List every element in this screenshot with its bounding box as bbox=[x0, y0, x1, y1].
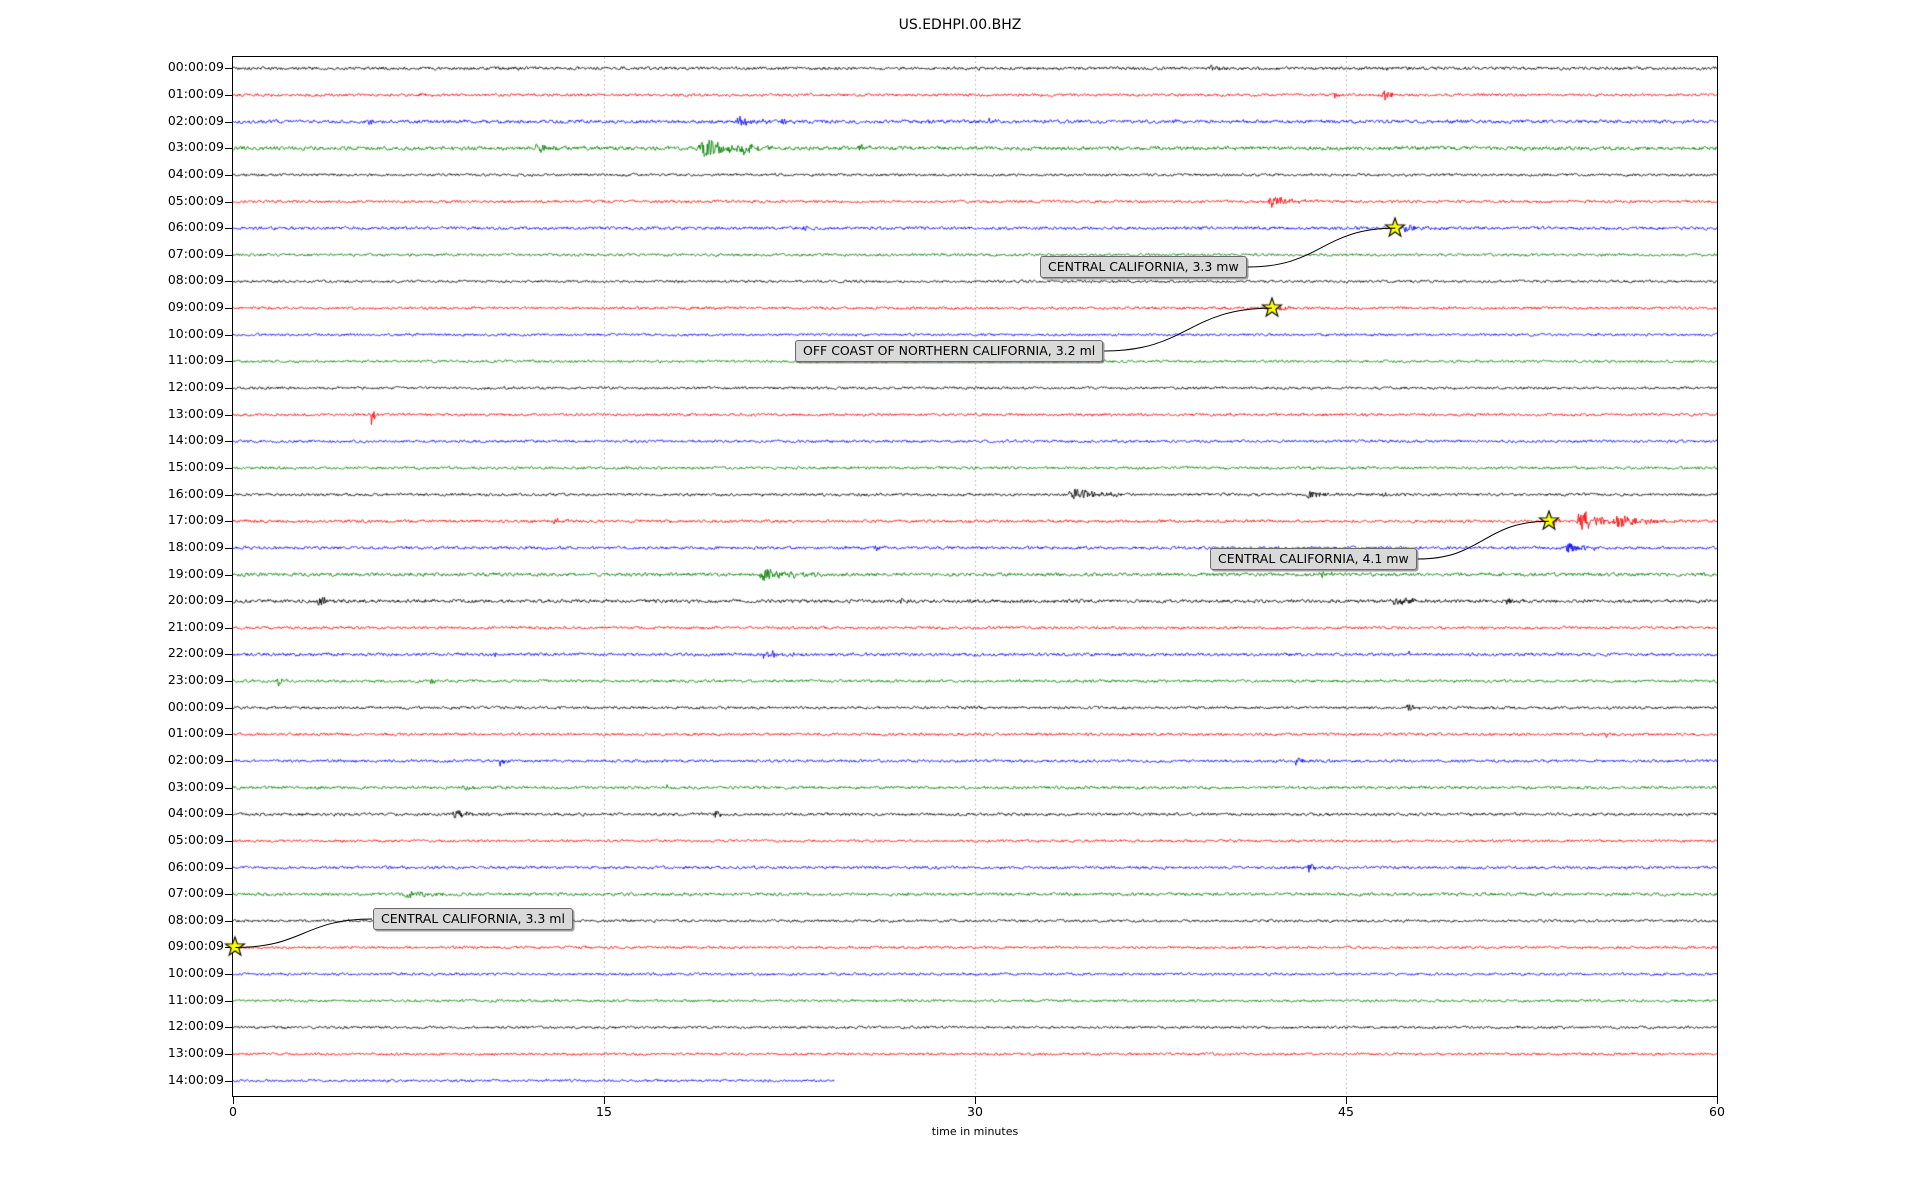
x-axis-tick-label: 0 bbox=[229, 1104, 237, 1119]
y-axis-tick-label: 05:00:09 bbox=[167, 192, 224, 208]
y-axis-tick-mark bbox=[225, 388, 233, 389]
y-axis-tick-mark bbox=[225, 308, 233, 310]
y-axis-tick-mark bbox=[225, 734, 233, 736]
y-axis-tick-label: 08:00:09 bbox=[167, 911, 224, 927]
y-axis-tick-label: 17:00:09 bbox=[167, 512, 224, 528]
y-axis-tick-label: 12:00:09 bbox=[167, 1018, 224, 1034]
y-axis-tick-label: 07:00:09 bbox=[167, 885, 224, 901]
y-axis-tick-mark bbox=[225, 867, 233, 869]
y-axis-tick-mark bbox=[225, 707, 233, 709]
x-axis-tick-mark bbox=[975, 1097, 976, 1104]
x-axis-title: time in minutes bbox=[931, 1125, 1019, 1138]
y-axis-tick-mark bbox=[225, 94, 233, 96]
y-axis-tick-label: 01:00:09 bbox=[167, 725, 224, 741]
y-axis-tick-label: 02:00:09 bbox=[167, 751, 224, 767]
y-axis-tick-mark bbox=[225, 148, 233, 150]
y-axis-tick-label: 22:00:09 bbox=[167, 645, 224, 661]
y-axis-tick-label: 08:00:09 bbox=[167, 272, 224, 288]
y-axis-tick-mark bbox=[225, 494, 233, 496]
y-axis-tick-label: 12:00:09 bbox=[167, 379, 224, 394]
y-axis-tick-label: 13:00:09 bbox=[167, 405, 224, 421]
y-axis-tick-label: 20:00:09 bbox=[167, 592, 224, 608]
y-axis-tick-label: 16:00:09 bbox=[167, 485, 224, 501]
y-axis-tick-mark bbox=[225, 601, 233, 603]
y-axis-tick-mark bbox=[225, 760, 233, 762]
y-axis-tick-label: 09:00:09 bbox=[167, 938, 224, 954]
y-axis-tick-mark bbox=[225, 574, 233, 576]
y-axis-tick-label: 00:00:09 bbox=[167, 59, 224, 75]
y-axis-tick-label: 11:00:09 bbox=[167, 352, 224, 368]
y-axis-tick-label: 07:00:09 bbox=[167, 245, 224, 261]
y-axis-tick-mark bbox=[225, 1027, 233, 1029]
y-axis-tick-mark bbox=[225, 521, 233, 523]
y-axis-tick-label: 21:00:09 bbox=[167, 618, 224, 634]
y-axis-tick-mark bbox=[225, 627, 233, 629]
x-axis-tick-label: 45 bbox=[1338, 1104, 1354, 1119]
y-axis-tick-mark bbox=[225, 121, 233, 123]
y-axis-tick-mark bbox=[225, 654, 233, 656]
y-axis-tick-mark bbox=[225, 334, 233, 336]
y-axis-tick-label: 06:00:09 bbox=[167, 858, 224, 874]
y-axis-tick-mark bbox=[225, 228, 233, 230]
y-axis-tick-mark bbox=[225, 920, 233, 922]
y-axis-tick-mark bbox=[225, 681, 233, 683]
y-axis-tick-mark bbox=[225, 361, 233, 363]
y-axis-tick-label: 11:00:09 bbox=[167, 991, 224, 1007]
y-axis-tick-mark bbox=[225, 974, 233, 976]
y-axis-tick-label: 00:00:09 bbox=[167, 698, 224, 714]
x-axis-tick-mark bbox=[1717, 1097, 1718, 1104]
y-axis-tick-mark bbox=[225, 787, 233, 789]
y-axis-tick-mark bbox=[225, 1000, 233, 1002]
y-axis-tick-label: 14:00:09 bbox=[167, 1071, 224, 1087]
y-axis-tick-label: 18:00:09 bbox=[167, 538, 224, 554]
y-axis-tick-mark bbox=[225, 414, 233, 416]
y-axis-tick-label: 03:00:09 bbox=[167, 139, 224, 155]
y-axis-tick-mark bbox=[225, 254, 233, 256]
x-axis-tick-mark bbox=[1346, 1097, 1347, 1104]
y-axis-tick-mark bbox=[225, 814, 233, 816]
y-axis-tick-label: 01:00:09 bbox=[167, 85, 224, 101]
y-axis-tick-mark bbox=[225, 201, 233, 203]
page-title: US.EDHPI.00.BHZ bbox=[898, 17, 1022, 33]
y-axis-tick-mark bbox=[225, 1054, 233, 1056]
y-axis-tick-label: 15:00:09 bbox=[167, 458, 224, 474]
x-axis-tick-label: 15 bbox=[596, 1104, 612, 1119]
y-axis-tick-label: 13:00:09 bbox=[167, 1045, 224, 1061]
y-axis-tick-mark bbox=[225, 441, 233, 443]
x-axis-tick-label: 60 bbox=[1709, 1104, 1725, 1119]
y-axis-tick-mark bbox=[225, 547, 233, 549]
y-axis-tick-label: 23:00:09 bbox=[167, 672, 224, 688]
y-axis-tick-label: 19:00:09 bbox=[167, 565, 224, 581]
x-axis-tick-label: 30 bbox=[967, 1104, 983, 1119]
y-axis-tick-mark bbox=[225, 174, 233, 176]
seismogram-traces-canvas bbox=[233, 57, 1717, 1096]
x-axis-tick-mark bbox=[604, 1097, 605, 1104]
y-axis-tick-label: 02:00:09 bbox=[167, 112, 224, 128]
y-axis-tick-mark bbox=[225, 68, 233, 70]
y-axis-tick-label: 14:00:09 bbox=[167, 432, 224, 448]
y-axis-tick-label: 06:00:09 bbox=[167, 219, 224, 235]
y-axis-tick-label: 03:00:09 bbox=[167, 778, 224, 794]
y-axis-tick-mark bbox=[225, 467, 233, 469]
y-axis-tick-label: 04:00:09 bbox=[167, 165, 224, 181]
y-axis-tick-label: 05:00:09 bbox=[167, 831, 224, 847]
y-axis-tick-mark bbox=[225, 894, 233, 896]
y-axis-tick-mark bbox=[225, 947, 233, 949]
y-axis-tick-mark bbox=[225, 1080, 233, 1082]
y-axis-tick-label: 04:00:09 bbox=[167, 805, 224, 821]
y-axis-tick-label: 09:00:09 bbox=[167, 299, 224, 315]
y-axis-tick-label: 10:00:09 bbox=[167, 325, 224, 341]
y-axis-tick-mark bbox=[225, 840, 233, 842]
y-axis-tick-mark bbox=[225, 281, 233, 283]
y-axis-tick-label: 10:00:09 bbox=[167, 965, 224, 981]
x-axis-tick-mark bbox=[233, 1097, 234, 1104]
